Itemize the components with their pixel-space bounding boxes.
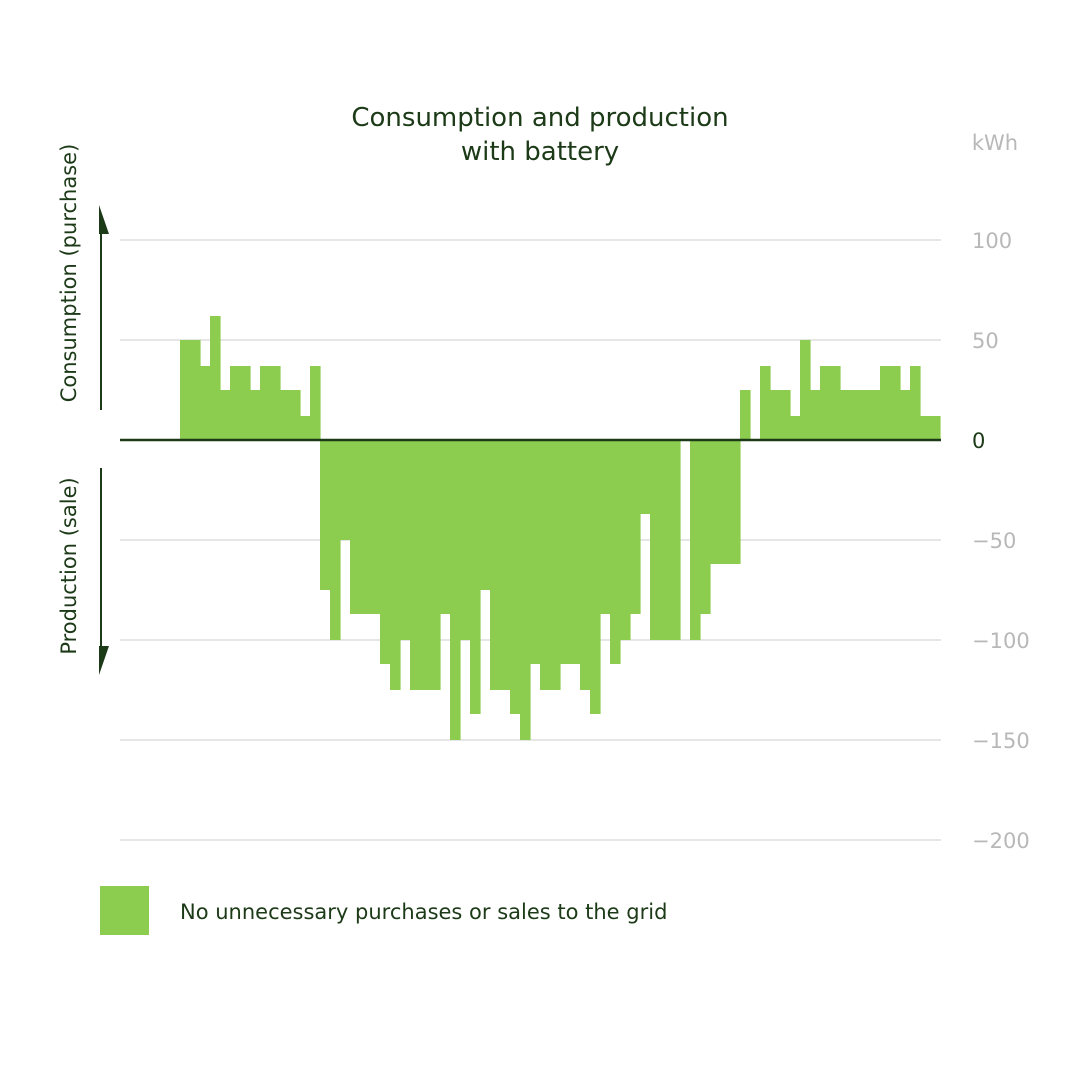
bar bbox=[210, 316, 221, 440]
bar bbox=[270, 366, 281, 440]
bar bbox=[790, 416, 801, 440]
y-tick-label: 100 bbox=[972, 229, 1012, 253]
bar bbox=[590, 440, 601, 714]
bar bbox=[710, 440, 721, 564]
bar bbox=[620, 440, 631, 640]
consumption-axis-indicator: Consumption (purchase) bbox=[57, 144, 109, 410]
bar bbox=[740, 390, 751, 440]
bar bbox=[460, 440, 471, 640]
bar bbox=[780, 390, 791, 440]
bar bbox=[490, 440, 501, 690]
bar bbox=[640, 440, 651, 514]
bar bbox=[450, 440, 461, 740]
bar bbox=[920, 416, 931, 440]
bar bbox=[220, 390, 231, 440]
bar bbox=[800, 340, 811, 440]
bar bbox=[530, 440, 541, 664]
bar bbox=[810, 390, 821, 440]
bar bbox=[240, 366, 251, 440]
production-axis-label: Production (sale) bbox=[57, 477, 81, 654]
bar bbox=[480, 440, 491, 590]
bar bbox=[850, 390, 861, 440]
bar bbox=[370, 440, 381, 614]
bar bbox=[470, 440, 481, 714]
bar bbox=[580, 440, 591, 690]
bar bbox=[250, 390, 261, 440]
bar bbox=[380, 440, 391, 664]
y-tick-label: 0 bbox=[972, 429, 985, 453]
bar bbox=[700, 440, 711, 614]
bar bbox=[760, 366, 771, 440]
bar bbox=[330, 440, 341, 640]
bar bbox=[510, 440, 521, 714]
y-tick-label: −50 bbox=[972, 529, 1016, 553]
bar bbox=[930, 416, 941, 440]
bar bbox=[320, 440, 331, 590]
bar bbox=[540, 440, 551, 690]
y-axis-unit: kWh bbox=[972, 131, 1018, 155]
y-tick-label: −150 bbox=[972, 729, 1030, 753]
bar bbox=[520, 440, 531, 740]
bar bbox=[630, 440, 641, 614]
y-tick-label: 50 bbox=[972, 329, 999, 353]
bar bbox=[870, 390, 881, 440]
bar bbox=[650, 440, 661, 640]
legend: No unnecessary purchases or sales to the… bbox=[100, 886, 667, 935]
bar bbox=[660, 440, 671, 640]
bar bbox=[180, 340, 191, 440]
bar bbox=[230, 366, 241, 440]
bar bbox=[190, 340, 201, 440]
legend-label: No unnecessary purchases or sales to the… bbox=[180, 900, 667, 924]
bar bbox=[420, 440, 431, 690]
bar bbox=[560, 440, 571, 664]
bar bbox=[390, 440, 401, 690]
bar bbox=[200, 366, 211, 440]
y-tick-label: −100 bbox=[972, 629, 1030, 653]
bar bbox=[880, 366, 891, 440]
down-arrow-icon bbox=[99, 646, 109, 675]
bar bbox=[600, 440, 611, 614]
up-arrow-icon bbox=[99, 205, 109, 234]
bar bbox=[280, 390, 291, 440]
bar bbox=[730, 440, 741, 564]
bars-layer bbox=[180, 316, 941, 740]
ticks-layer: 100 50 0 −50 −100 −150 −200 bbox=[972, 229, 1030, 853]
y-tick-label: −200 bbox=[972, 829, 1030, 853]
bar bbox=[900, 390, 911, 440]
bar bbox=[890, 366, 901, 440]
bar bbox=[430, 440, 441, 690]
consumption-axis-label: Consumption (purchase) bbox=[57, 144, 81, 403]
bar bbox=[840, 390, 851, 440]
bar bbox=[310, 366, 321, 440]
bar bbox=[410, 440, 421, 690]
legend-swatch bbox=[100, 886, 149, 935]
bar bbox=[260, 366, 271, 440]
production-axis-indicator: Production (sale) bbox=[57, 468, 109, 675]
bar bbox=[830, 366, 841, 440]
bar bbox=[360, 440, 371, 614]
bar bbox=[820, 366, 831, 440]
bar bbox=[720, 440, 731, 564]
bar bbox=[440, 440, 451, 614]
bar bbox=[300, 416, 311, 440]
bar bbox=[770, 390, 781, 440]
bar bbox=[350, 440, 361, 614]
bar bbox=[290, 390, 301, 440]
bar bbox=[550, 440, 561, 690]
bar bbox=[340, 440, 351, 540]
bar bbox=[500, 440, 511, 690]
bar bbox=[670, 440, 681, 640]
bar bbox=[400, 440, 411, 640]
bar bbox=[910, 366, 921, 440]
bar bbox=[690, 440, 701, 640]
chart-title-line-2: with battery bbox=[461, 137, 619, 167]
bar bbox=[570, 440, 581, 664]
chart-title-line-1: Consumption and production bbox=[351, 103, 728, 133]
bar bbox=[610, 440, 621, 664]
bar bbox=[860, 390, 871, 440]
